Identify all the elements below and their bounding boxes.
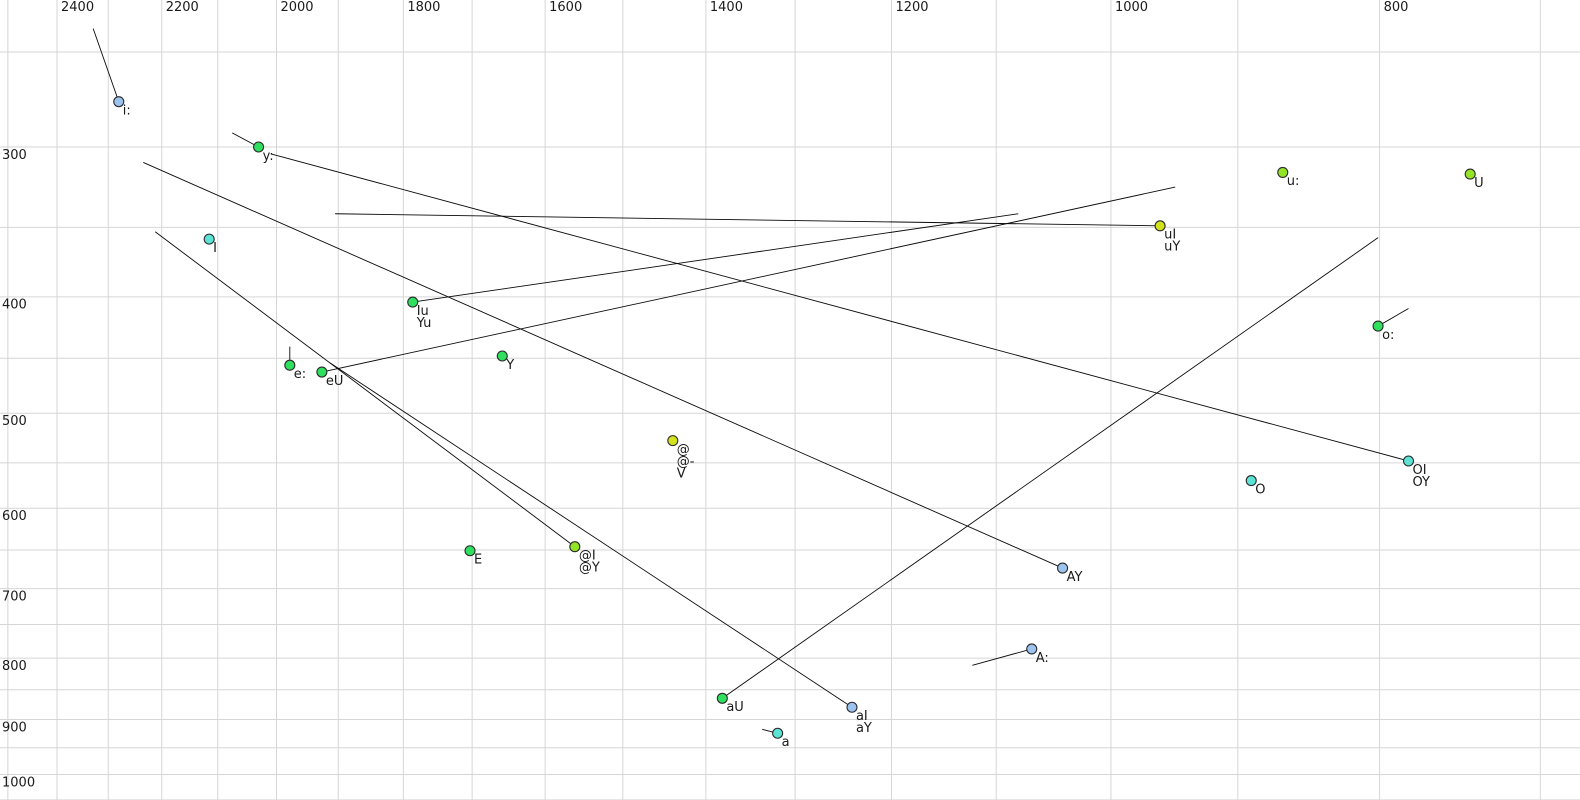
y-axis-tick-label-400: 400 <box>2 298 27 313</box>
vowel-dot-Iu <box>407 296 419 308</box>
y-axis-tick-label-600: 600 <box>2 509 27 524</box>
vowel-trajectory-A: <box>972 648 1032 666</box>
vowel-label-uI: uI <box>1164 228 1176 243</box>
x-axis-tick-label-1000: 1000 <box>1115 0 1148 15</box>
vowel-dot-@I <box>569 541 581 553</box>
vowel-trajectory-o: <box>1377 308 1409 327</box>
vowel-label-i:: i: <box>123 103 131 118</box>
x-axis-tick-label-800: 800 <box>1384 0 1409 15</box>
vowel-label-Yu: Yu <box>416 316 432 331</box>
vowel-trajectory-uI <box>335 213 1161 227</box>
y-axis-tick-label-300: 300 <box>2 148 27 163</box>
vowel-label-U: U <box>1474 176 1484 191</box>
vowel-label-e:: e: <box>294 367 306 382</box>
vowel-label-AY: AY <box>1067 570 1083 585</box>
vowel-trajectory-AY <box>143 161 1063 569</box>
vowel-label-aI: aI <box>856 709 868 724</box>
vowel-dot-@ <box>667 435 679 447</box>
vowel-label-V: V <box>677 466 686 481</box>
x-axis-tick-label-1800: 1800 <box>407 0 440 15</box>
vowel-trajectory-@I <box>154 231 576 548</box>
vowel-dot-O <box>1245 475 1257 487</box>
vowel-label-O: O <box>1255 482 1265 497</box>
vowel-dot-AY <box>1057 562 1069 574</box>
vowel-label-o:: o: <box>1382 328 1394 343</box>
vowel-label-I: I <box>213 241 217 256</box>
vowel-dot-Y <box>496 350 508 362</box>
y-axis-tick-label-700: 700 <box>2 589 27 604</box>
vowel-label-Y: Y <box>505 358 514 373</box>
vowel-label-E: E <box>474 553 482 568</box>
vowel-dot-A: <box>1026 643 1038 655</box>
vowel-label-A:: A: <box>1036 651 1049 666</box>
vowel-label-@I: @I <box>579 549 596 564</box>
vowel-label-OI: OI <box>1413 463 1427 478</box>
vowel-dot-eU <box>316 366 328 378</box>
vowel-label-u:: u: <box>1287 174 1300 189</box>
y-axis-tick-label-1000: 1000 <box>2 775 35 790</box>
y-axis-tick-label-900: 900 <box>2 720 27 735</box>
vowel-trajectory-eU <box>321 186 1176 373</box>
vowel-dot-o: <box>1372 320 1384 332</box>
y-axis-tick-label-500: 500 <box>2 414 27 429</box>
vowel-dot-E <box>464 545 476 557</box>
vowel-dot-y: <box>253 141 265 153</box>
vowel-label-@: @ <box>677 442 690 457</box>
vowel-dot-I <box>203 233 215 245</box>
vowel-dot-i: <box>113 96 125 108</box>
vowel-dot-u: <box>1277 166 1289 178</box>
x-axis-tick-label-2000: 2000 <box>280 0 313 15</box>
x-axis-tick-label-2400: 2400 <box>61 0 94 15</box>
vowel-dot-OI <box>1402 455 1415 467</box>
vowel-label-eU: eU <box>326 374 344 389</box>
vowel-dot-aU <box>716 692 728 704</box>
vowel-label-aU: aU <box>726 700 743 715</box>
x-axis-tick-label-1200: 1200 <box>895 0 928 15</box>
vowel-trajectory-aI <box>329 362 853 708</box>
vowel-dot-uI <box>1154 220 1166 232</box>
vowel-label-aY: aY <box>856 721 872 736</box>
vowel-dot-aI <box>846 701 858 713</box>
x-axis-tick-label-1400: 1400 <box>710 0 743 15</box>
vowel-label-@-: @- <box>677 454 695 469</box>
vowel-label-a: a <box>782 735 790 750</box>
vowel-dot-e: <box>284 359 296 371</box>
vowel-trajectory-i: <box>92 28 120 102</box>
vowel-label-OY: OY <box>1413 475 1431 490</box>
vowel-dot-a <box>772 727 784 739</box>
vowel-label-y:: y: <box>263 149 274 164</box>
vowel-dot-U <box>1464 168 1476 180</box>
vowel-label-@Y: @Y <box>579 561 600 576</box>
vowel-label-Iu: Iu <box>417 304 429 319</box>
vowel-trajectory-OI <box>270 153 1409 462</box>
vowel-label-uY: uY <box>1164 240 1180 255</box>
vowel-trajectory-Iu <box>412 213 1019 303</box>
y-axis-tick-label-800: 800 <box>2 659 27 674</box>
x-axis-tick-label-2200: 2200 <box>166 0 199 15</box>
vowel-trajectory-aU <box>722 237 1379 699</box>
x-axis-tick-label-1600: 1600 <box>549 0 582 15</box>
